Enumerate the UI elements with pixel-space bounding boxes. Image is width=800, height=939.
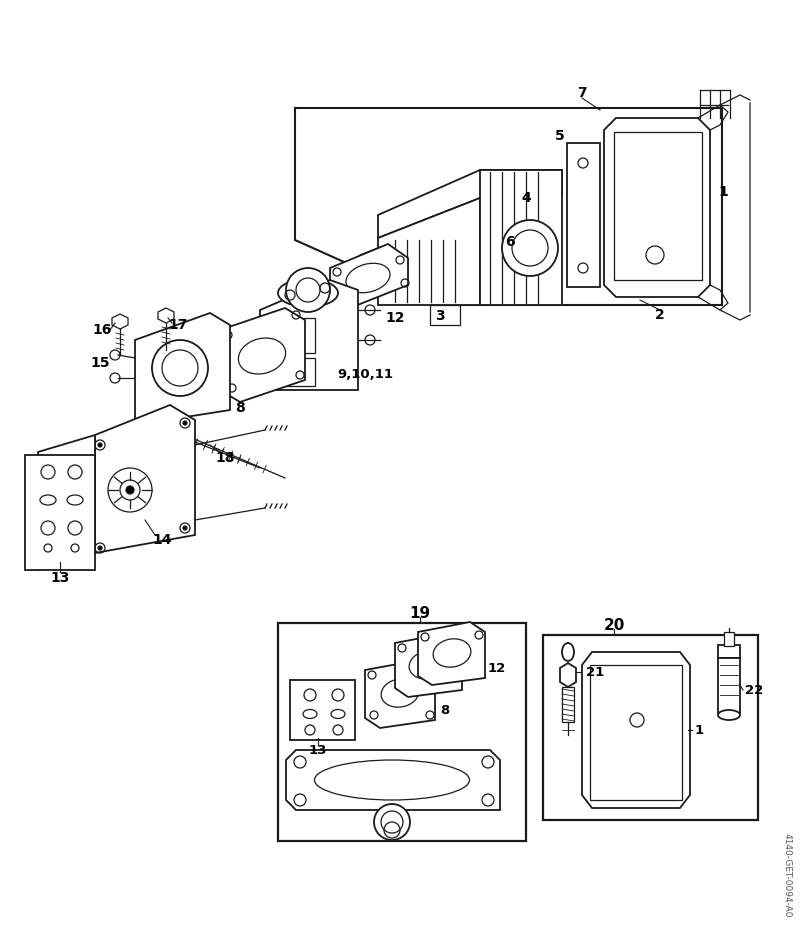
Bar <box>265 358 315 386</box>
Polygon shape <box>135 313 230 425</box>
Polygon shape <box>378 170 562 238</box>
Polygon shape <box>365 660 435 728</box>
Text: 21: 21 <box>586 666 604 679</box>
Polygon shape <box>220 308 305 402</box>
Bar <box>562 687 574 722</box>
Polygon shape <box>330 244 408 308</box>
Bar <box>590 665 682 800</box>
Polygon shape <box>567 143 600 287</box>
Text: 5: 5 <box>555 129 565 143</box>
Polygon shape <box>582 652 690 808</box>
Circle shape <box>126 486 134 494</box>
Text: 12: 12 <box>488 661 506 674</box>
Text: 22: 22 <box>745 684 763 697</box>
Text: 17: 17 <box>168 318 188 332</box>
Polygon shape <box>25 455 95 570</box>
Ellipse shape <box>562 643 574 661</box>
Polygon shape <box>286 750 500 810</box>
Text: 18: 18 <box>215 451 234 465</box>
Text: 16: 16 <box>92 323 112 337</box>
Circle shape <box>502 220 558 276</box>
Text: 9,10,11: 9,10,11 <box>337 368 393 381</box>
Text: 7: 7 <box>577 86 587 100</box>
Polygon shape <box>378 198 480 305</box>
Polygon shape <box>95 405 195 553</box>
Circle shape <box>152 340 208 396</box>
Text: 8: 8 <box>235 401 245 415</box>
Polygon shape <box>395 633 462 697</box>
Text: 4140-GET-0094-A0: 4140-GET-0094-A0 <box>782 833 791 917</box>
Text: 15: 15 <box>90 356 110 370</box>
Polygon shape <box>530 184 548 202</box>
Circle shape <box>98 546 102 550</box>
Text: 19: 19 <box>410 606 430 621</box>
Text: 1: 1 <box>695 724 704 736</box>
Circle shape <box>183 526 187 530</box>
Text: 4: 4 <box>521 191 531 205</box>
Polygon shape <box>604 118 710 297</box>
Circle shape <box>374 804 410 840</box>
Text: 20: 20 <box>603 618 625 633</box>
Polygon shape <box>560 663 576 687</box>
Polygon shape <box>158 308 174 323</box>
Polygon shape <box>355 248 378 285</box>
Ellipse shape <box>278 279 338 307</box>
Circle shape <box>286 268 330 312</box>
Text: 12: 12 <box>386 311 405 325</box>
Bar <box>724 632 734 646</box>
Text: 13: 13 <box>50 571 70 585</box>
Text: 14: 14 <box>152 533 172 547</box>
Polygon shape <box>418 622 485 685</box>
Polygon shape <box>38 435 95 570</box>
Bar <box>278 623 526 841</box>
Text: 13: 13 <box>309 744 327 757</box>
Polygon shape <box>518 221 536 239</box>
Polygon shape <box>290 680 355 740</box>
Bar <box>718 658 740 713</box>
Bar <box>614 132 702 280</box>
Circle shape <box>183 421 187 425</box>
Text: 6: 6 <box>505 235 515 249</box>
Polygon shape <box>718 645 740 658</box>
Text: 2: 2 <box>655 308 665 322</box>
Text: 3: 3 <box>435 309 445 323</box>
Ellipse shape <box>718 710 740 720</box>
Polygon shape <box>260 280 358 390</box>
Bar <box>265 318 315 353</box>
Text: 1: 1 <box>718 185 728 199</box>
Circle shape <box>98 443 102 447</box>
Polygon shape <box>480 170 562 305</box>
Polygon shape <box>180 431 190 441</box>
Text: 8: 8 <box>440 703 450 716</box>
Polygon shape <box>153 423 163 433</box>
Polygon shape <box>430 305 460 325</box>
Polygon shape <box>112 314 128 329</box>
Bar <box>543 635 758 820</box>
